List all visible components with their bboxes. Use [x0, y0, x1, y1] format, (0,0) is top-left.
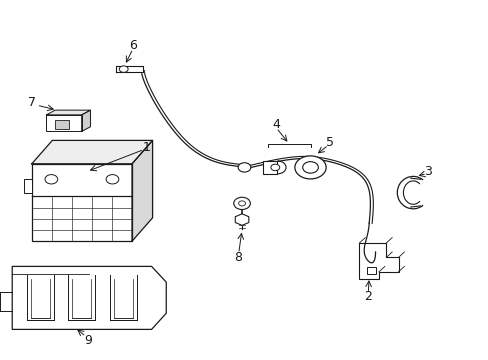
- Polygon shape: [12, 266, 166, 329]
- Bar: [24, 179, 32, 193]
- Text: 8: 8: [233, 251, 241, 264]
- Circle shape: [238, 163, 250, 172]
- Bar: [366, 267, 375, 274]
- Polygon shape: [116, 66, 143, 72]
- Text: 6: 6: [129, 39, 137, 51]
- Polygon shape: [235, 214, 248, 225]
- Circle shape: [45, 175, 58, 184]
- Polygon shape: [262, 161, 277, 174]
- Text: 3: 3: [423, 165, 431, 177]
- Circle shape: [119, 66, 128, 72]
- Polygon shape: [359, 243, 398, 279]
- Circle shape: [302, 162, 318, 173]
- Bar: [46, 115, 81, 131]
- Circle shape: [294, 156, 325, 179]
- Text: 5: 5: [325, 136, 333, 149]
- Text: 9: 9: [84, 334, 92, 347]
- Circle shape: [238, 201, 245, 206]
- Polygon shape: [32, 140, 152, 164]
- Circle shape: [270, 164, 279, 171]
- Polygon shape: [81, 110, 90, 131]
- Text: 1: 1: [142, 141, 150, 154]
- Circle shape: [233, 197, 250, 210]
- Bar: [55, 120, 69, 129]
- Polygon shape: [132, 140, 152, 241]
- Polygon shape: [46, 110, 90, 115]
- Circle shape: [106, 175, 119, 184]
- Text: 7: 7: [28, 96, 36, 109]
- Text: 2: 2: [364, 291, 371, 303]
- Text: 4: 4: [272, 118, 280, 131]
- Polygon shape: [32, 164, 132, 241]
